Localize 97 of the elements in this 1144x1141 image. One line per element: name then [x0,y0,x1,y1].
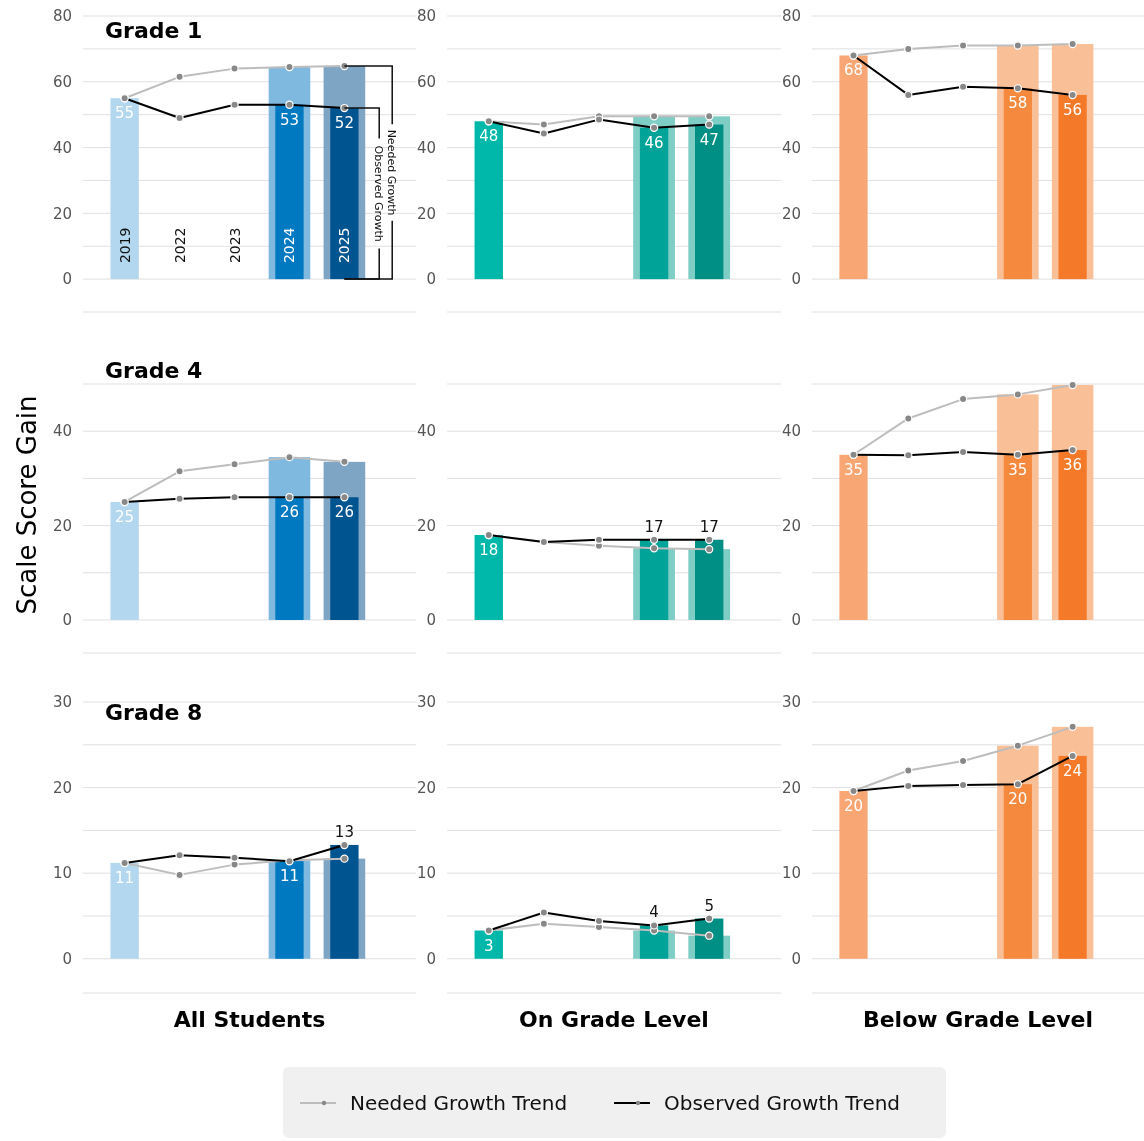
y-tick-label: 10 [781,864,801,883]
data-label: 26 [334,503,354,522]
bar [275,104,304,280]
bar [110,501,139,620]
y-tick-label: 80 [416,7,436,26]
y-tick-label: 0 [62,611,72,630]
y-tick-label: 0 [426,950,436,969]
x-axis-title: All Students [173,1007,326,1032]
y-tick-label: 0 [426,611,436,630]
data-label: 11 [115,868,135,887]
y-tick-label: 0 [791,950,801,969]
data-label: 17 [644,517,664,536]
x-tick-label: 2023 [226,227,243,264]
data-label: 20 [1008,790,1028,809]
bar [110,98,139,280]
data-label: 11 [279,867,300,886]
y-tick-label: 80 [781,7,801,26]
data-label: 5 [704,896,714,915]
y-tick-label: 30 [416,693,436,712]
data-label: 58 [1008,94,1028,113]
y-tick-label: 0 [791,270,801,289]
data-label: 46 [644,133,664,152]
data-label: 47 [699,130,719,149]
y-tick-label: 60 [52,73,72,92]
chart-title: Grade 1 [105,18,203,43]
y-tick-label: 0 [62,270,72,289]
y-tick-label: 10 [52,864,72,883]
x-tick-label: 2019 [116,227,133,264]
legend-label: Observed Growth Trend [664,1091,901,1115]
data-label: 35 [1008,460,1028,479]
x-tick-label: 2022 [171,227,188,264]
y-tick-label: 20 [52,778,72,797]
bar [839,55,868,280]
y-tick-label: 20 [781,516,801,535]
data-label: 18 [479,541,499,560]
bar [1003,88,1032,280]
data-label: 36 [1063,456,1083,475]
y-tick-label: 40 [52,422,72,441]
y-tick-label: 20 [416,516,436,535]
y-tick-label: 20 [416,204,436,223]
data-label: 53 [279,110,300,129]
y-tick-label: 20 [52,204,72,223]
data-label: 48 [479,127,499,146]
bar [695,539,724,620]
data-label: 35 [843,460,864,479]
y-tick-label: 30 [781,693,801,712]
y-tick-label: 0 [426,270,436,289]
bar [839,454,868,620]
y-tick-label: 20 [52,516,72,535]
y-tick-label: 60 [416,73,436,92]
data-label: 3 [483,936,494,955]
bar [1058,450,1087,620]
bar [1058,755,1087,959]
bar [330,497,359,620]
data-label: 55 [115,104,135,123]
data-label: 26 [279,503,300,522]
legend-label: Needed Growth Trend [350,1091,568,1115]
data-label: 56 [1063,100,1083,119]
x-tick-label: 2025 [336,227,353,264]
chart-title: Grade 8 [105,700,203,725]
y-tick-label: 40 [781,138,801,157]
data-label: 20 [843,797,864,816]
data-label: 52 [334,114,354,133]
y-tick-label: 40 [416,422,436,441]
y-tick-label: 20 [416,778,436,797]
data-label: 13 [334,822,354,841]
data-label: 24 [1063,761,1083,780]
bar [474,535,503,620]
y-tick-label: 30 [52,693,72,712]
bar [639,539,669,620]
y-tick-label: 0 [62,950,72,969]
y-tick-label: 40 [781,422,801,441]
data-label: 17 [699,517,719,536]
y-tick-label: 40 [416,138,436,157]
chart-title: Grade 4 [105,358,203,383]
y-tick-label: 40 [52,138,72,157]
y-tick-label: 60 [781,73,801,92]
annotation: Observed Growth [372,145,386,242]
bar [275,497,304,620]
x-axis-title: Below Grade Level [862,1007,1094,1032]
y-tick-label: 0 [791,611,801,630]
y-tick-label: 80 [52,7,72,26]
data-label: 68 [843,61,864,80]
bar [1003,784,1032,959]
x-axis-title: On Grade Level [519,1007,709,1032]
data-label: 25 [115,507,135,526]
y-tick-label: 10 [416,864,436,883]
bar [1003,454,1032,620]
y-tick-label: 20 [781,204,801,223]
bar [1058,94,1087,280]
data-label: 4 [649,903,659,922]
bar [330,108,359,280]
y-tick-label: 20 [781,778,801,797]
y-axis-title: Scale Score Gain [12,395,42,615]
x-tick-label: 2024 [281,227,298,264]
annotation: Needed Growth [385,129,399,216]
bar [839,791,868,959]
